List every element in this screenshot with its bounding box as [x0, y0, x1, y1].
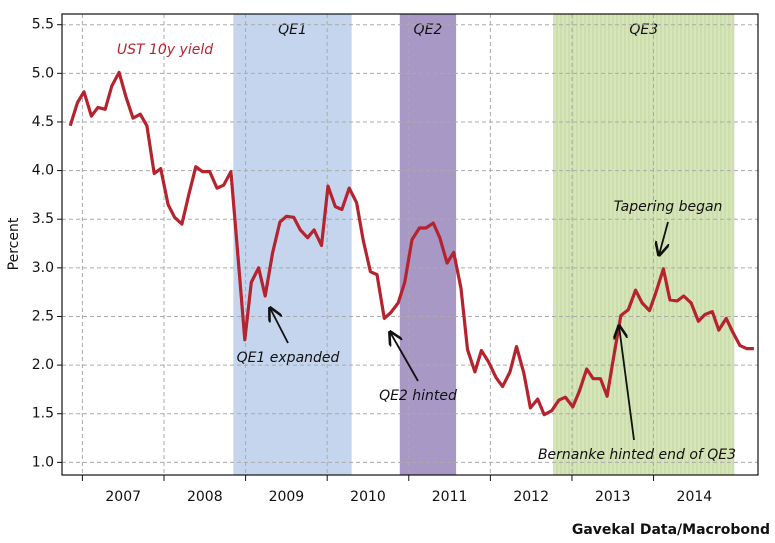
annotation: QE2 hinted [379, 388, 457, 404]
legend-label: UST 10y yield [117, 42, 213, 58]
region-label: QE2 [414, 22, 443, 38]
source: Gavekal Data/Macrobond [572, 522, 770, 538]
region-label: QE1 [278, 22, 307, 38]
region [399, 14, 457, 475]
annotation-arrow [659, 221, 668, 255]
y-tick-label: 1.5 [32, 406, 54, 422]
plot-frame [61, 13, 759, 476]
annotation: Bernanke hinted end of QE3 [538, 447, 736, 463]
annotation-arrow [619, 326, 635, 441]
x-tick-label: 2011 [432, 489, 468, 505]
annotation-arrow [270, 308, 289, 344]
region-hatch [553, 14, 735, 475]
x-tick-label: 2008 [187, 489, 223, 505]
x-tick-label: 2013 [595, 489, 631, 505]
x-tick-label: 2009 [269, 489, 305, 505]
y-tick-label: 5.0 [32, 65, 54, 81]
y-tick-label: 3.0 [32, 260, 54, 276]
y-tick-label: 5.5 [32, 17, 54, 33]
y-tick-label: 2.0 [32, 357, 54, 373]
y-axis-label: Percent [6, 217, 22, 270]
x-tick-label: 2012 [513, 489, 549, 505]
x-tick-label: 2007 [105, 489, 141, 505]
y-tick-label: 4.5 [32, 114, 54, 130]
annotation: Tapering began [614, 199, 723, 215]
region-label: QE3 [629, 22, 658, 38]
y-tick-label: 3.5 [32, 211, 54, 227]
x-tick-label: 2014 [677, 489, 713, 505]
annotation: QE1 expanded [237, 350, 340, 366]
region [233, 14, 352, 475]
line [68, 70, 754, 417]
y-tick-label: 4.0 [32, 163, 54, 179]
y-tick-label: 2.5 [32, 308, 54, 324]
y-tick-label: 1.0 [32, 454, 54, 470]
annotation-arrow [390, 332, 419, 382]
x-tick-label: 2010 [350, 489, 386, 505]
